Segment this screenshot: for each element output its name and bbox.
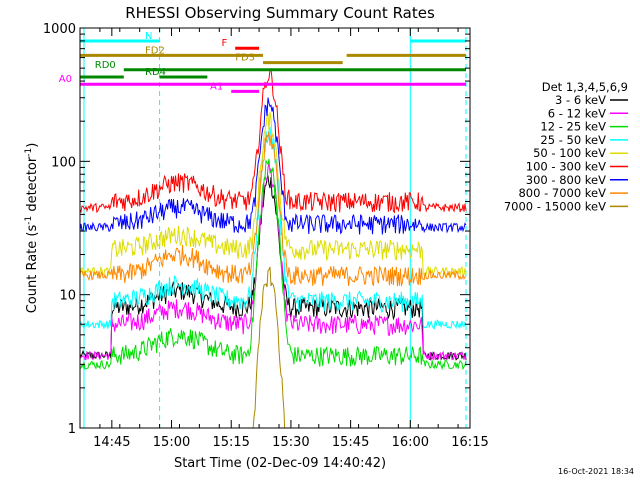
series-line-100-300-kev	[80, 68, 467, 214]
y-axis: 1 10 100 1000	[43, 22, 470, 437]
legend-entry-label: 7000 - 15000 keV	[504, 199, 606, 213]
y-label-sup2: -1	[24, 148, 34, 157]
legend-entry-label: 50 - 100 keV	[533, 146, 606, 160]
legend-title: Det 1,3,4,5,6,9	[542, 80, 628, 94]
flag-label-f: F	[221, 38, 227, 49]
flag-label-a0: A0	[59, 74, 72, 85]
series-line-6-12-kev	[80, 163, 467, 362]
y-label-mid: detector	[25, 156, 40, 216]
y-tick-label: 1000	[43, 22, 76, 37]
x-tick-label: 14:45	[93, 435, 130, 450]
y-tick-label: 1	[68, 422, 76, 437]
y-label-end: )	[25, 143, 40, 148]
legend-entry-label: 100 - 300 keV	[526, 160, 606, 174]
x-tick-label: 15:45	[332, 435, 369, 450]
x-tick-label: 15:15	[212, 435, 249, 450]
y-axis-label: Count Rate (s-1 detector-1)	[24, 143, 40, 314]
y-tick-label: 100	[51, 155, 76, 170]
legend-entry-label: 800 - 7000 keV	[518, 186, 606, 200]
series-layer	[80, 68, 467, 428]
flag-label-rd0: RD0	[95, 60, 116, 71]
x-tick-label: 15:00	[153, 435, 190, 450]
legend-entry-label: 25 - 50 keV	[540, 133, 606, 147]
chart-title: RHESSI Observing Summary Count Rates	[125, 4, 435, 22]
y-label-main: Count Rate (s	[25, 225, 40, 314]
flags-layer: N F FD2 FD3 RD0 RD4 A0 A1	[59, 31, 467, 93]
series-line-800-7000-kev	[80, 131, 467, 288]
series-line-25-50-kev	[80, 126, 467, 330]
series-line-12-25-kev	[80, 158, 467, 371]
y-tick-label: 10	[59, 289, 76, 304]
x-axis: 14:45 15:00 15:15 15:30 15:45 16:00 16:15	[79, 28, 489, 450]
x-tick-label: 16:00	[392, 435, 429, 450]
legend-entry-label: 3 - 6 keV	[555, 93, 606, 107]
plot-frame	[79, 27, 471, 429]
series-line-7000-15000-kev	[252, 266, 286, 428]
series-line-50-100-kev	[80, 112, 467, 277]
x-tick-label: 16:15	[451, 435, 488, 450]
legend-entry-label: 12 - 25 keV	[540, 120, 606, 134]
flag-label-n: N	[145, 31, 152, 42]
x-tick-label: 15:30	[272, 435, 309, 450]
legend-entry-label: 6 - 12 keV	[548, 106, 606, 120]
flag-label-rd4: RD4	[145, 67, 166, 78]
y-label-sup1: -1	[24, 216, 34, 225]
legend-entry-label: 300 - 800 keV	[526, 173, 606, 187]
generation-timestamp: 16-Oct-2021 18:34	[558, 467, 634, 476]
x-axis-label: Start Time (02-Dec-09 14:40:42)	[174, 456, 386, 471]
flag-label-fd3: FD3	[235, 53, 255, 64]
flag-label-a1: A1	[210, 81, 223, 92]
series-line-300-800-kev	[80, 97, 467, 235]
flag-label-fd2: FD2	[145, 45, 165, 56]
